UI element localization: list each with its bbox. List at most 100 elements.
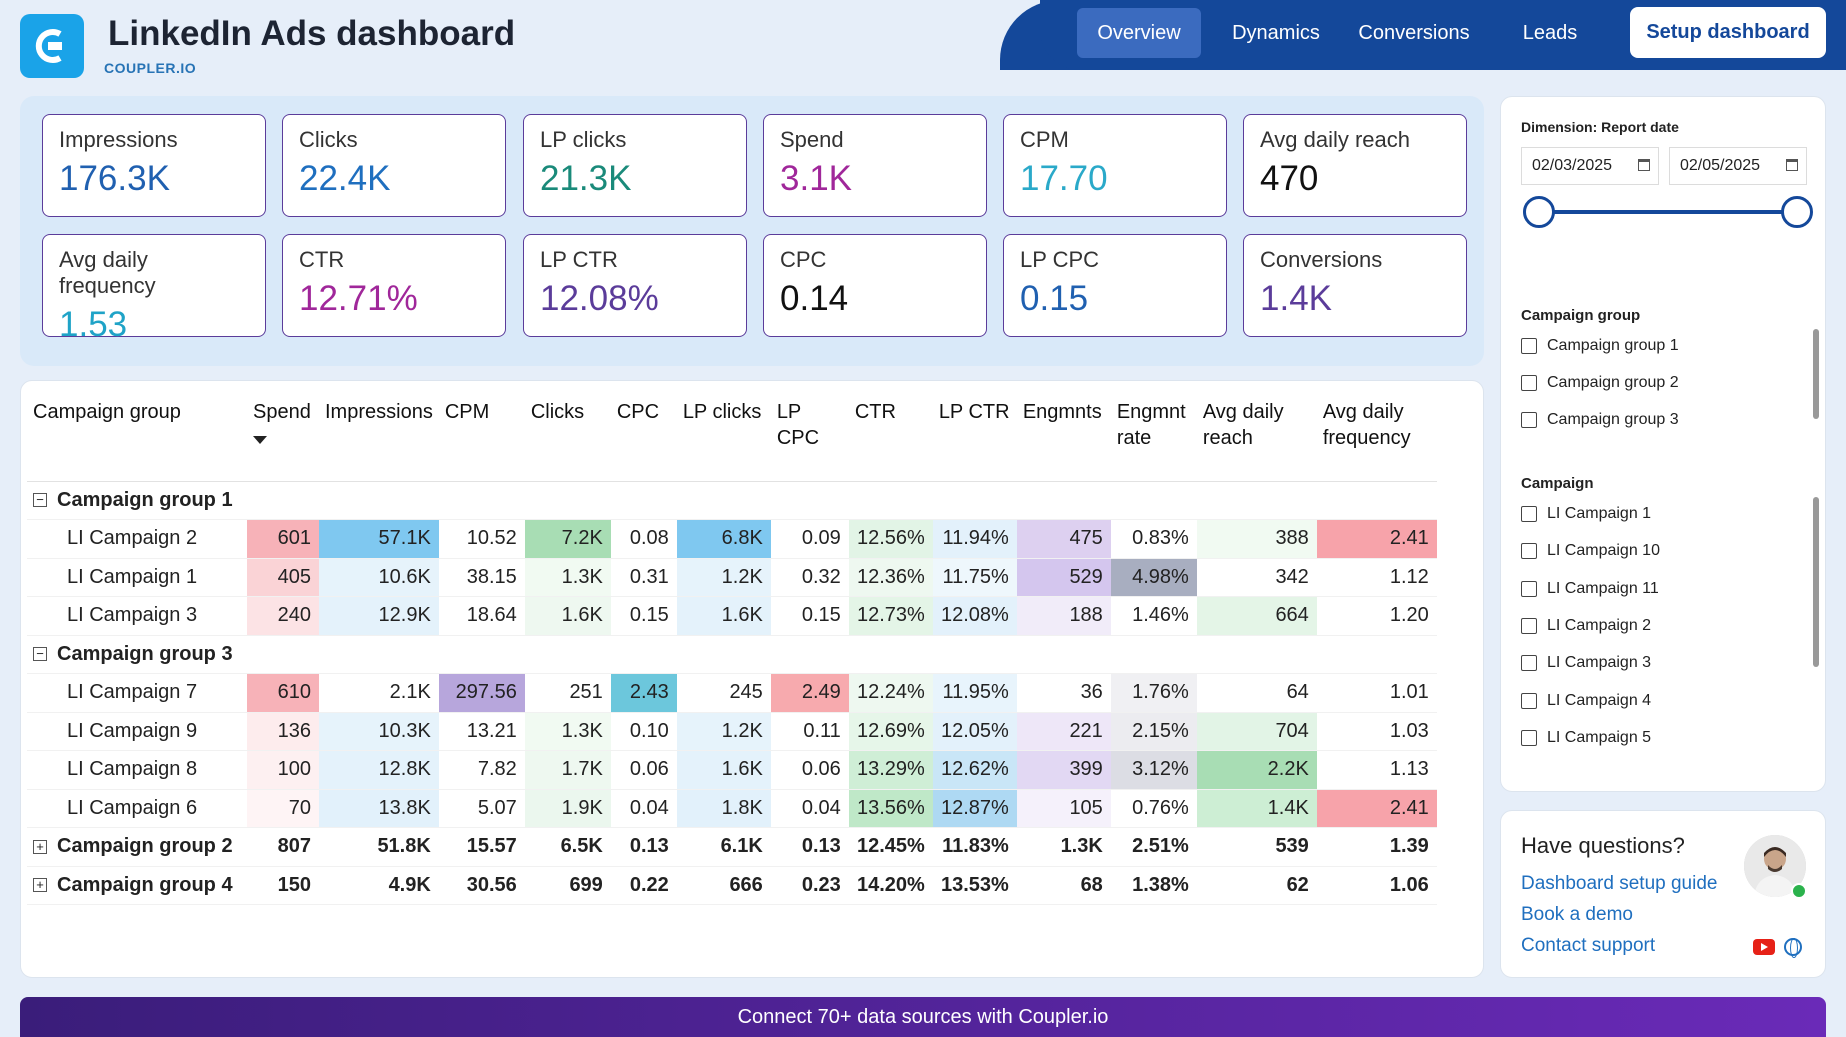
contact-support-link[interactable]: Contact support — [1521, 935, 1656, 956]
cell-value: 12.05% — [940, 719, 1009, 742]
data-cell: 1.2K — [676, 712, 771, 751]
cell-value: 11.94% — [942, 527, 1009, 550]
date-from-input[interactable]: 02/03/2025 — [1521, 147, 1659, 185]
column-header-label: LP CPC — [776, 401, 820, 449]
tab-overview[interactable]: Overview — [1077, 8, 1201, 58]
column-header-spend[interactable]: Spend — [247, 393, 319, 482]
calendar-icon[interactable] — [1638, 159, 1650, 171]
cell-value: 1.01 — [1389, 681, 1429, 704]
data-cell: 70 — [247, 789, 319, 828]
data-cell: 100 — [247, 750, 319, 790]
data-cell: 188 — [1016, 596, 1111, 636]
column-header-label: CPC — [616, 401, 660, 423]
campaign-table: Campaign group Spend Impressions CPM Clicks C… — [27, 393, 1437, 905]
checkbox[interactable] — [1521, 412, 1537, 428]
connect-banner[interactable]: Connect 70+ data sources with Coupler.io — [20, 997, 1826, 1037]
data-cell — [247, 635, 319, 674]
column-header-avg-daily-frequency[interactable]: Avg daily frequency — [1316, 393, 1437, 482]
sort-desc-icon[interactable] — [253, 436, 267, 444]
cell-value: 2.49 — [801, 681, 841, 704]
cell-value: 251 — [569, 681, 603, 704]
checkbox[interactable] — [1521, 655, 1537, 672]
checkbox[interactable] — [1521, 338, 1537, 354]
cell-value: 0.32 — [801, 565, 841, 588]
kpi-label: Conversions — [1260, 247, 1383, 272]
campaign-option[interactable]: LI Campaign 5 — [1521, 729, 1651, 747]
cell-value: 807 — [277, 835, 311, 858]
cell-value: 0.09 — [801, 527, 841, 550]
group-row: − Campaign group 1 — [27, 481, 1437, 520]
slider-handle-end[interactable] — [1781, 196, 1813, 228]
cell-value: 0.22 — [629, 873, 669, 896]
campaign-option[interactable]: LI Campaign 4 — [1521, 692, 1651, 710]
tab-leads[interactable]: Leads — [1522, 21, 1578, 44]
data-cell: 13.56% — [848, 789, 933, 828]
data-cell — [319, 635, 439, 674]
column-header-engmnt-rate[interactable]: Engmnt rate — [1110, 393, 1197, 482]
campaign-group-option[interactable]: Campaign group 3 — [1521, 411, 1679, 429]
cell-value: 2.15% — [1132, 719, 1189, 742]
campaign-option[interactable]: LI Campaign 2 — [1521, 617, 1651, 635]
checkbox[interactable] — [1521, 692, 1537, 709]
checkbox[interactable] — [1521, 580, 1537, 597]
campaign-option[interactable]: LI Campaign 3 — [1521, 654, 1651, 672]
column-header-label: Spend — [253, 401, 311, 423]
kpi-value: 17.70 — [1020, 159, 1108, 198]
data-cell: 0.15 — [610, 596, 677, 636]
globe-icon[interactable] — [1784, 938, 1802, 958]
campaign-scrollbar[interactable] — [1813, 497, 1819, 667]
row-name-cell: + Campaign group 4 — [27, 866, 247, 905]
data-cell: 12.62% — [932, 750, 1017, 790]
cell-value: 399 — [1069, 758, 1103, 781]
column-header-ctr[interactable]: CTR — [848, 393, 933, 482]
column-header-avg-daily-reach[interactable]: Avg daily reach — [1196, 393, 1317, 482]
checkbox[interactable] — [1521, 375, 1537, 391]
campaign-option[interactable]: LI Campaign 10 — [1521, 542, 1660, 560]
column-header-lp-cpc[interactable]: LP CPC — [770, 393, 849, 482]
campaign-option[interactable]: LI Campaign 11 — [1521, 580, 1659, 598]
campaign-group-scrollbar[interactable] — [1813, 329, 1819, 419]
data-cell: 11.83% — [932, 827, 1017, 867]
collapse-icon[interactable]: − — [33, 493, 47, 508]
book-demo-link[interactable]: Book a demo — [1521, 904, 1633, 925]
tab-dynamics[interactable]: Dynamics — [1232, 21, 1320, 44]
expand-icon[interactable]: + — [33, 839, 47, 854]
row-name-cell: LI Campaign 2 — [27, 519, 247, 559]
kpi-label: Avg daily frequency — [59, 247, 156, 298]
data-cell: 11.94% — [932, 519, 1017, 559]
cell-value: 64 — [1286, 681, 1309, 704]
date-range-slider[interactable] — [1541, 210, 1799, 214]
column-header-lp-clicks[interactable]: LP clicks — [676, 393, 771, 482]
date-to-input[interactable]: 02/05/2025 — [1669, 147, 1807, 185]
collapse-icon[interactable]: − — [33, 647, 47, 662]
data-cell: 297.56 — [438, 673, 525, 713]
data-cell: 1.2K — [676, 558, 771, 597]
calendar-icon[interactable] — [1786, 159, 1798, 171]
column-header-campaign-group[interactable]: Campaign group — [27, 393, 247, 482]
column-header-label: Engmnt rate — [1116, 401, 1186, 449]
data-cell — [932, 635, 1017, 674]
setup-guide-link[interactable]: Dashboard setup guide — [1521, 873, 1718, 894]
checkbox-label: LI Campaign 10 — [1547, 542, 1660, 560]
data-cell — [247, 481, 319, 520]
column-header-clicks[interactable]: Clicks — [524, 393, 611, 482]
slider-handle-start[interactable] — [1523, 196, 1555, 228]
checkbox[interactable] — [1521, 729, 1537, 746]
tab-conversions[interactable]: Conversions — [1358, 21, 1470, 44]
setup-dashboard-button[interactable]: Setup dashboard — [1630, 7, 1826, 58]
youtube-icon[interactable] — [1753, 939, 1775, 955]
column-header-engmnts[interactable]: Engmnts — [1016, 393, 1111, 482]
column-header-lp-ctr[interactable]: LP CTR — [932, 393, 1017, 482]
column-header-cpm[interactable]: CPM — [438, 393, 525, 482]
data-cell: 666 — [676, 866, 771, 905]
checkbox[interactable] — [1521, 543, 1537, 560]
cell-value: 1.2K — [721, 719, 763, 742]
column-header-cpc[interactable]: CPC — [610, 393, 677, 482]
column-header-impressions[interactable]: Impressions — [319, 393, 439, 482]
checkbox[interactable] — [1521, 617, 1537, 634]
checkbox[interactable] — [1521, 506, 1537, 522]
expand-icon[interactable]: + — [33, 878, 47, 893]
campaign-group-option[interactable]: Campaign group 2 — [1521, 374, 1679, 392]
campaign-group-option[interactable]: Campaign group 1 — [1521, 337, 1679, 355]
campaign-option[interactable]: LI Campaign 1 — [1521, 505, 1651, 523]
